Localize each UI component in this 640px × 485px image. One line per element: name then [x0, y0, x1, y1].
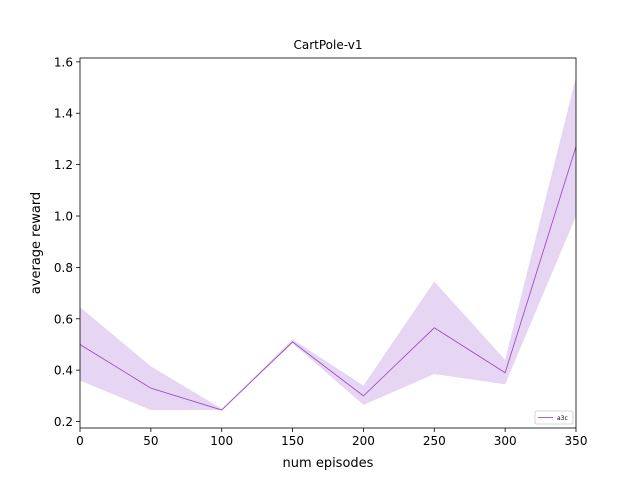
x-axis-ticks: 0 50 100 150 200 250 300 350 — [76, 428, 587, 448]
x-tick-label: 250 — [423, 434, 446, 448]
legend: a3c — [534, 410, 574, 425]
y-tick-label: 1.4 — [54, 107, 73, 121]
y-tick-label: 0.8 — [54, 261, 73, 275]
x-tick-label: 200 — [352, 434, 375, 448]
y-tick-label: 1.0 — [54, 210, 73, 224]
y-tick-label: 0.4 — [54, 364, 73, 378]
y-tick-label: 1.2 — [54, 158, 73, 172]
x-tick-label: 150 — [281, 434, 304, 448]
chart-title: CartPole-v1 — [294, 38, 363, 52]
series-line-layer — [79, 146, 577, 411]
legend-box — [534, 410, 574, 425]
y-tick-label: 0.2 — [54, 415, 73, 429]
legend-label-a3c: a3c — [557, 415, 568, 422]
x-tick-label: 0 — [76, 434, 84, 448]
x-axis-label: num episodes — [283, 456, 374, 471]
confidence-band-layer — [80, 77, 576, 411]
x-tick-label: 100 — [210, 434, 233, 448]
x-tick-label: 350 — [565, 434, 588, 448]
y-tick-label: 1.6 — [54, 55, 73, 69]
series-line-a3c — [79, 146, 577, 411]
x-tick-label: 300 — [494, 434, 517, 448]
y-axis-label: average reward — [29, 192, 44, 294]
y-tick-label: 0.6 — [54, 312, 73, 326]
y-axis-ticks: 0.2 0.4 0.6 0.8 1.0 1.2 1.4 1.6 — [54, 55, 80, 429]
plot-area-frame — [79, 57, 577, 429]
confidence-band-a3c — [80, 77, 576, 411]
x-tick-label: 50 — [143, 434, 158, 448]
